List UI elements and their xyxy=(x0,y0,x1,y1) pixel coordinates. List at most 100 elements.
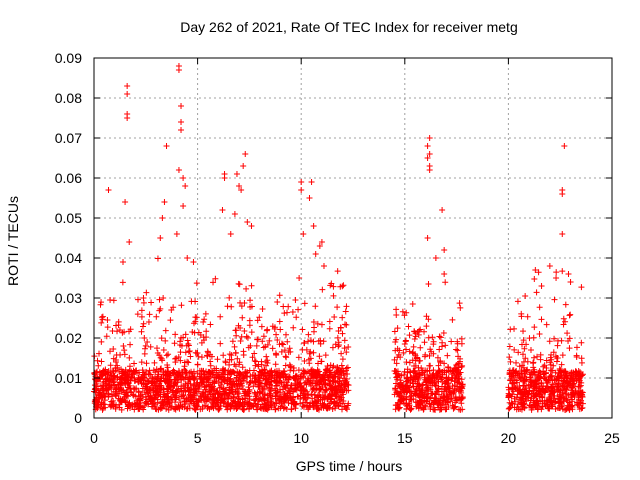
data-point xyxy=(193,388,200,395)
data-point xyxy=(258,371,265,378)
data-point xyxy=(241,300,248,307)
data-point xyxy=(165,351,172,358)
data-point xyxy=(150,403,157,410)
data-point xyxy=(208,384,215,391)
data-point xyxy=(260,333,267,340)
data-point xyxy=(543,321,550,328)
data-point xyxy=(547,359,554,366)
data-point xyxy=(222,358,229,365)
data-point xyxy=(236,373,243,380)
data-point xyxy=(326,325,333,332)
data-point xyxy=(106,382,113,389)
y-tick-label: 0.05 xyxy=(55,210,82,226)
data-point xyxy=(103,376,110,383)
data-point xyxy=(131,360,138,367)
data-point xyxy=(153,406,160,413)
data-point xyxy=(442,342,449,349)
data-point xyxy=(261,366,268,373)
data-point xyxy=(259,338,266,345)
data-point xyxy=(115,381,122,388)
data-point xyxy=(521,400,528,407)
data-point xyxy=(445,385,452,392)
data-point xyxy=(139,367,146,374)
data-point xyxy=(256,390,263,397)
data-point xyxy=(228,303,235,310)
data-point xyxy=(151,379,158,386)
data-point xyxy=(543,357,550,364)
data-point xyxy=(196,383,203,390)
data-point xyxy=(562,301,569,308)
data-point xyxy=(548,373,555,380)
data-point xyxy=(164,362,171,369)
data-point xyxy=(547,361,554,368)
data-point xyxy=(518,310,525,317)
data-point xyxy=(228,356,235,363)
data-point xyxy=(313,402,320,409)
data-point xyxy=(393,360,400,367)
data-point xyxy=(400,399,407,406)
data-point xyxy=(126,382,133,389)
data-point xyxy=(430,367,437,374)
data-point xyxy=(549,390,556,397)
data-point xyxy=(411,368,418,375)
data-point xyxy=(145,396,152,403)
data-point xyxy=(404,374,411,381)
data-point xyxy=(255,381,262,388)
data-point xyxy=(255,361,262,368)
data-point xyxy=(231,361,238,368)
data-point xyxy=(335,327,342,334)
data-point xyxy=(531,276,538,283)
data-point xyxy=(278,348,285,355)
data-point xyxy=(328,373,335,380)
data-point xyxy=(175,367,182,374)
data-point xyxy=(314,320,321,327)
data-point xyxy=(214,356,221,363)
y-tick-label: 0.08 xyxy=(55,90,82,106)
data-point xyxy=(178,119,185,125)
data-point xyxy=(559,191,566,197)
data-point xyxy=(143,360,150,367)
data-point xyxy=(454,360,461,367)
data-point xyxy=(345,344,352,351)
data-point xyxy=(319,391,326,398)
data-point xyxy=(412,333,419,340)
data-point xyxy=(416,400,423,407)
data-point xyxy=(559,352,566,359)
data-point xyxy=(564,330,571,337)
data-point xyxy=(142,342,149,349)
data-point xyxy=(121,393,128,400)
data-point xyxy=(272,390,279,397)
data-point xyxy=(437,334,444,341)
data-point xyxy=(139,323,146,330)
data-point xyxy=(206,397,213,404)
data-point xyxy=(224,406,231,413)
data-point xyxy=(298,388,305,395)
data-point xyxy=(435,362,442,369)
data-point xyxy=(330,362,337,369)
data-point xyxy=(121,351,128,358)
data-point xyxy=(168,306,175,313)
data-point xyxy=(512,385,519,392)
data-point xyxy=(575,402,582,409)
data-point xyxy=(204,348,211,355)
data-point xyxy=(271,324,278,331)
data-point xyxy=(434,354,441,361)
data-point xyxy=(145,319,152,326)
data-point xyxy=(246,322,253,329)
data-point xyxy=(120,259,127,265)
data-point xyxy=(277,389,284,396)
data-point xyxy=(451,388,458,395)
data-point xyxy=(286,388,293,395)
data-point xyxy=(431,399,438,406)
data-point xyxy=(194,361,201,368)
data-point xyxy=(186,405,193,412)
data-point xyxy=(406,388,413,395)
data-point xyxy=(411,328,418,335)
data-point xyxy=(526,335,533,342)
data-point xyxy=(213,371,220,378)
data-point xyxy=(340,282,347,289)
data-point xyxy=(126,363,133,370)
data-point xyxy=(541,362,548,369)
data-point xyxy=(220,352,227,359)
data-point xyxy=(261,397,268,404)
